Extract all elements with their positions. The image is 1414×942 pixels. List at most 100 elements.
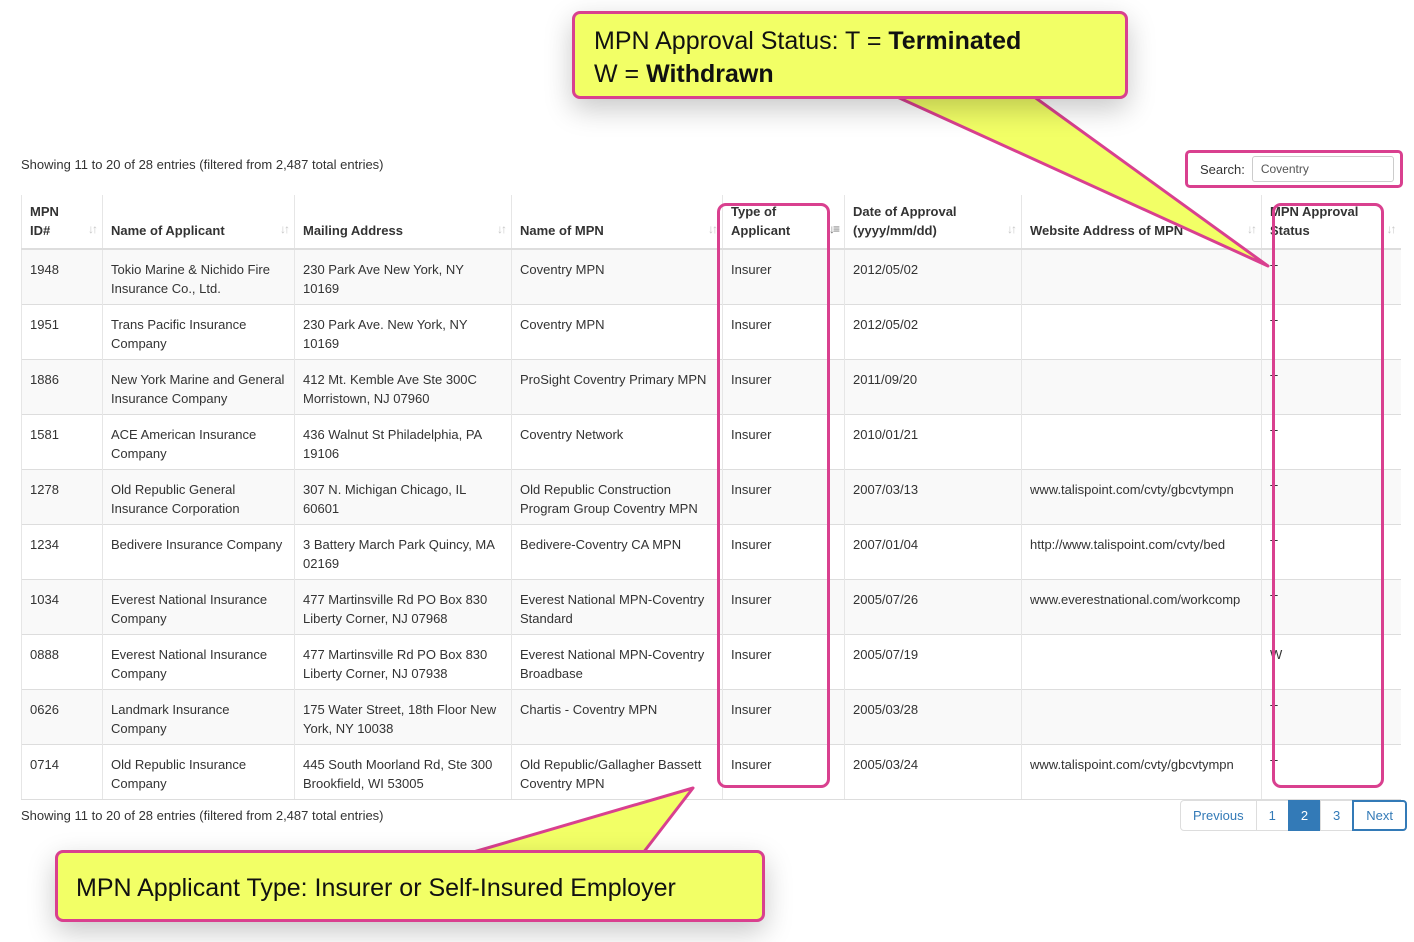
cell-mpn-id: 1951: [21, 304, 103, 360]
page-1-button[interactable]: 1: [1255, 800, 1289, 831]
cell-approval-status: T: [1261, 579, 1401, 635]
cell-website: [1021, 304, 1262, 360]
cell-approval-status: T: [1261, 469, 1401, 525]
search-label: Search:: [1200, 161, 1245, 177]
cell-mpn-id: 0714: [21, 744, 103, 800]
cell-applicant-type: Insurer: [722, 579, 845, 635]
cell-applicant-type: Insurer: [722, 744, 845, 800]
header-website-address[interactable]: Website Address of MPN ↓↑: [1021, 195, 1262, 250]
cell-website: www.talispoint.com/cvty/gbcvtympn: [1021, 744, 1262, 800]
cell-approval-status: T: [1261, 248, 1401, 305]
applicant-type-callout: MPN Applicant Type: Insurer or Self-Insu…: [55, 850, 765, 922]
cell-mpn-id: 0626: [21, 689, 103, 745]
cell-mpn-name: Coventry Network: [511, 414, 723, 470]
cell-website: [1021, 414, 1262, 470]
sort-icon: ↓↑: [88, 222, 98, 236]
next-button[interactable]: Next: [1352, 800, 1408, 831]
table-row: 1581 ACE American Insurance Company 436 Wa…: [21, 414, 1401, 470]
cell-mpn-id: 0888: [21, 634, 103, 690]
cell-mpn-id: 1034: [21, 579, 103, 635]
cell-mailing-address: 3 Battery March Park Quincy, MA 02169: [294, 524, 512, 580]
header-name-of-mpn[interactable]: Name of MPN ↓↑: [511, 195, 723, 250]
table-row: 1948 Tokio Marine & Nichido Fire Insuranc…: [21, 248, 1401, 305]
cell-mpn-id: 1886: [21, 359, 103, 415]
cell-approval-status: T: [1261, 359, 1401, 415]
sort-icon: ↓↑: [280, 222, 290, 236]
page-3-button[interactable]: 3: [1320, 800, 1354, 831]
cell-mpn-id: 1278: [21, 469, 103, 525]
table-row: 1234 Bedivere Insurance Company 3 Battery …: [21, 524, 1401, 580]
cell-applicant-name: Landmark Insurance Company: [102, 689, 295, 745]
cell-mailing-address: 230 Park Ave. New York, NY 10169: [294, 304, 512, 360]
header-type-of-applicant[interactable]: Type of Applicant ↓≡: [722, 195, 845, 250]
cell-applicant-name: Everest National Insurance Company: [102, 579, 295, 635]
sort-icon: ↓↑: [708, 222, 718, 236]
cell-mpn-name: Old Republic Construction Program Group …: [511, 469, 723, 525]
cell-applicant-name: Trans Pacific Insurance Company: [102, 304, 295, 360]
cell-website: www.everestnational.com/workcomp: [1021, 579, 1262, 635]
sort-desc-icon: ↓≡: [828, 222, 840, 236]
cell-applicant-name: ACE American Insurance Company: [102, 414, 295, 470]
cell-mpn-name: Chartis - Coventry MPN: [511, 689, 723, 745]
cell-approval-status: T: [1261, 689, 1401, 745]
cell-applicant-name: New York Marine and General Insurance Co…: [102, 359, 295, 415]
table-row: 1278 Old Republic General Insurance Corpo…: [21, 469, 1401, 525]
cell-mailing-address: 477 Martinsville Rd PO Box 830 Liberty C…: [294, 634, 512, 690]
header-date-of-approval[interactable]: Date of Approval (yyyy/mm/dd) ↓↑: [844, 195, 1022, 250]
cell-applicant-type: Insurer: [722, 634, 845, 690]
cell-applicant-type: Insurer: [722, 524, 845, 580]
cell-approval-status: T: [1261, 414, 1401, 470]
cell-website: [1021, 359, 1262, 415]
sort-icon: ↓↑: [1007, 222, 1017, 236]
header-mpn-id[interactable]: MPN ID# ↓↑: [21, 195, 103, 250]
cell-applicant-type: Insurer: [722, 469, 845, 525]
header-mailing-address[interactable]: Mailing Address ↓↑: [294, 195, 512, 250]
cell-mailing-address: 445 South Moorland Rd, Ste 300 Brookfiel…: [294, 744, 512, 800]
cell-approval-status: T: [1261, 744, 1401, 800]
sort-icon: ↓↑: [1247, 222, 1257, 236]
cell-applicant-name: Old Republic General Insurance Corporati…: [102, 469, 295, 525]
cell-approval-date: 2007/01/04: [844, 524, 1022, 580]
search-input[interactable]: [1251, 156, 1394, 182]
cell-applicant-name: Bedivere Insurance Company: [102, 524, 295, 580]
cell-mpn-name: Coventry MPN: [511, 304, 723, 360]
cell-mailing-address: 477 Martinsville Rd PO Box 830 Liberty C…: [294, 579, 512, 635]
table-row: 0888 Everest National Insurance Company 47…: [21, 634, 1401, 690]
cell-approval-status: T: [1261, 304, 1401, 360]
cell-applicant-type: Insurer: [722, 414, 845, 470]
cell-approval-status: W: [1261, 634, 1401, 690]
cell-approval-date: 2005/03/24: [844, 744, 1022, 800]
cell-mpn-name: Everest National MPN-Coventry Broadbase: [511, 634, 723, 690]
cell-applicant-name: Everest National Insurance Company: [102, 634, 295, 690]
cell-applicant-type: Insurer: [722, 689, 845, 745]
table-row: 0714 Old Republic Insurance Company 445 So…: [21, 744, 1401, 800]
previous-button[interactable]: Previous: [1180, 800, 1257, 831]
search-box: Search:: [1185, 150, 1403, 188]
cell-mailing-address: 436 Walnut St Philadelphia, PA 19106: [294, 414, 512, 470]
cell-applicant-type: Insurer: [722, 248, 845, 305]
cell-approval-date: 2005/07/19: [844, 634, 1022, 690]
header-approval-status[interactable]: MPN Approval Status ↓↑: [1261, 195, 1401, 250]
table-row: 0626 Landmark Insurance Company 175 Water …: [21, 689, 1401, 745]
cell-mpn-name: ProSight Coventry Primary MPN: [511, 359, 723, 415]
cell-approval-date: 2005/03/28: [844, 689, 1022, 745]
page-2-button[interactable]: 2: [1287, 800, 1322, 831]
cell-mailing-address: 412 Mt. Kemble Ave Ste 300C Morristown, …: [294, 359, 512, 415]
cell-mpn-id: 1234: [21, 524, 103, 580]
cell-website: http://www.talispoint.com/cvty/bed: [1021, 524, 1262, 580]
cell-website: [1021, 634, 1262, 690]
pagination: Previous 1 2 3 Next: [1180, 800, 1408, 831]
header-name-of-applicant[interactable]: Name of Applicant ↓↑: [102, 195, 295, 250]
cell-mpn-id: 1581: [21, 414, 103, 470]
sort-icon: ↓↑: [1386, 222, 1397, 236]
mpn-table: MPN ID# ↓↑ Name of Applicant ↓↑ Mailing Add…: [21, 195, 1401, 800]
cell-approval-date: 2010/01/21: [844, 414, 1022, 470]
cell-applicant-name: Tokio Marine & Nichido Fire Insurance Co…: [102, 248, 295, 305]
cell-applicant-name: Old Republic Insurance Company: [102, 744, 295, 800]
table-info-top: Showing 11 to 20 of 28 entries (filtered…: [21, 157, 384, 172]
cell-mailing-address: 307 N. Michigan Chicago, IL 60601: [294, 469, 512, 525]
cell-mpn-name: Everest National MPN-Coventry Standard: [511, 579, 723, 635]
cell-mailing-address: 175 Water Street, 18th Floor New York, N…: [294, 689, 512, 745]
cell-approval-date: 2011/09/20: [844, 359, 1022, 415]
cell-applicant-type: Insurer: [722, 359, 845, 415]
